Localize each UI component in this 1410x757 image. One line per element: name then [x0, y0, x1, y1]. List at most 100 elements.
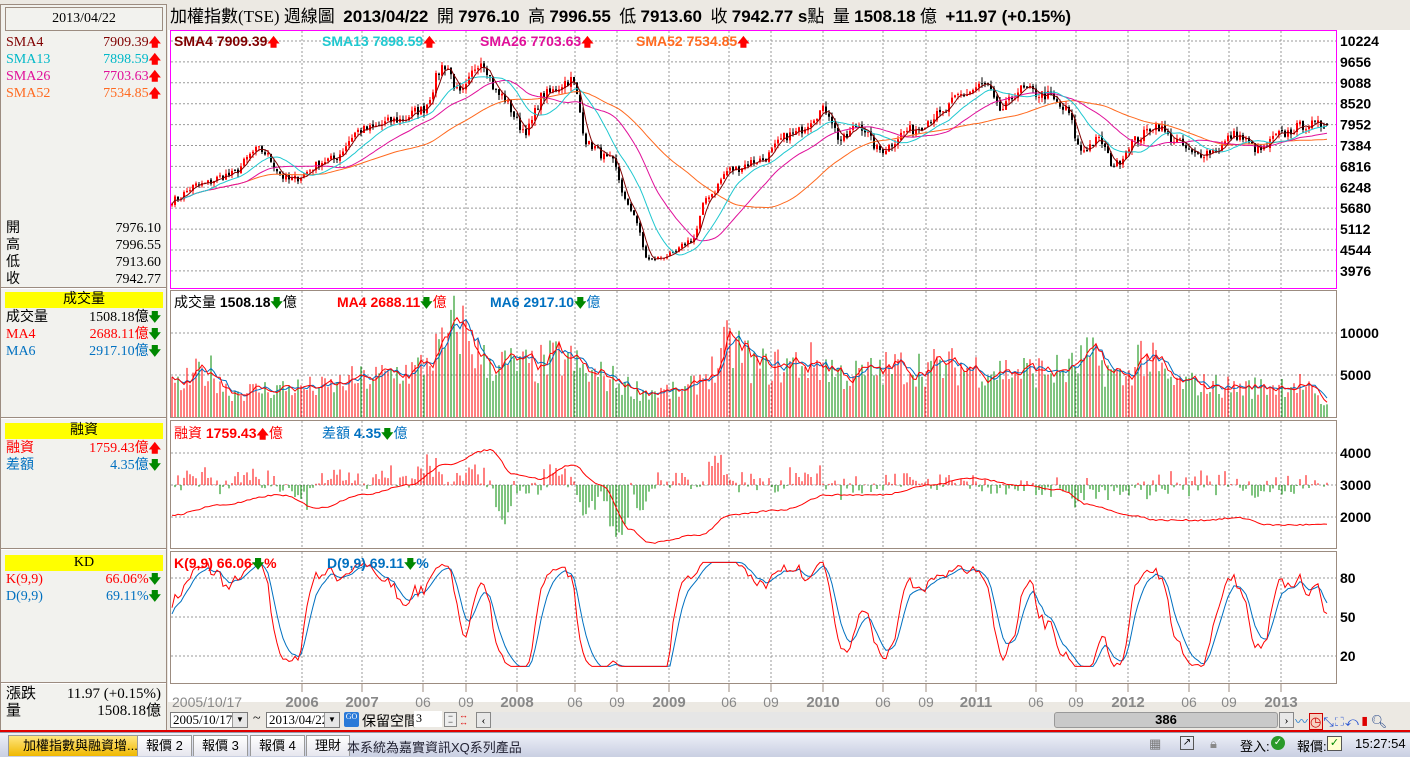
- ohlc-row: 收 7942.77: [5, 271, 163, 288]
- candle-body: [480, 63, 482, 68]
- candle-body: [1311, 120, 1313, 129]
- tab-quote-2[interactable]: 報價 2: [137, 735, 192, 756]
- scroll-left-button[interactable]: ‹: [476, 712, 491, 728]
- legend-diff-value: 4.35: [353, 425, 382, 441]
- candle-body: [363, 125, 365, 133]
- undo-icon[interactable]: ↶: [1344, 714, 1360, 729]
- candle-body: [390, 116, 392, 123]
- kd-header: KD: [5, 555, 163, 571]
- chevron-down-icon[interactable]: ▼: [324, 713, 339, 727]
- end-date-select[interactable]: 2013/04/22 ▼: [266, 712, 340, 728]
- candle-body: [801, 126, 803, 134]
- candle: [1068, 105, 1070, 116]
- candle-body: [465, 83, 467, 90]
- tab-finance[interactable]: 理財: [306, 735, 351, 756]
- price-axis-label: 7952: [1340, 117, 1371, 133]
- candle-body: [978, 83, 980, 88]
- scroll-thumb[interactable]: 386: [1054, 712, 1278, 728]
- candle-body: [1308, 127, 1310, 129]
- go-hand-icon[interactable]: GO: [344, 712, 359, 727]
- zoom-icon[interactable]: 🔍︎: [1370, 714, 1389, 729]
- candle-body: [645, 246, 647, 258]
- login-ok-icon[interactable]: ✓: [1271, 736, 1285, 750]
- x-tick-label: 09: [609, 694, 625, 710]
- end-date-value: 2013/04/22: [269, 712, 329, 727]
- candle-body: [561, 87, 563, 90]
- candle-body: [273, 162, 275, 169]
- candle: [498, 89, 500, 100]
- candle: [333, 152, 335, 163]
- tab-index-margin[interactable]: 加權指數與融資增...: [8, 735, 147, 756]
- sma-value-text: 7909.39: [103, 35, 149, 50]
- start-date-select[interactable]: 2005/10/17 ▼: [170, 712, 248, 728]
- expand-width-icon[interactable]: ↔ ↔: [459, 710, 468, 727]
- chart-area[interactable]: 2005/10/17 2006 2007 06 09 2008 06 09 2009 06 09 20…: [0, 0, 1410, 710]
- candle-body: [726, 171, 728, 176]
- candle-body: [639, 222, 641, 233]
- candle: [1296, 120, 1298, 136]
- candle-body: [333, 155, 335, 159]
- candle: [1038, 94, 1040, 103]
- candle: [888, 143, 890, 153]
- chart-type-icon[interactable]: 〰: [1295, 714, 1310, 729]
- tab-quote-4[interactable]: 報價 4: [250, 735, 305, 756]
- status-message: 本系統為嘉實資訊XQ系列產品: [347, 740, 522, 755]
- candle-body: [588, 140, 590, 145]
- x-tick-label: 2010: [806, 694, 839, 710]
- candle: [645, 244, 647, 259]
- login-label: 登入:: [1240, 739, 1270, 754]
- candle: [639, 220, 641, 236]
- candle: [468, 72, 470, 85]
- candle-body: [1080, 145, 1082, 151]
- scroll-right-button[interactable]: ›: [1279, 712, 1294, 728]
- candle-body: [579, 94, 581, 113]
- candle-body: [1212, 149, 1214, 153]
- reserve-input[interactable]: 3: [414, 711, 442, 727]
- candle: [1287, 127, 1289, 142]
- candle: [690, 238, 692, 243]
- candle-body: [537, 108, 539, 110]
- candle-body: [219, 175, 221, 177]
- candle-body: [468, 76, 470, 84]
- vol-label: 量: [6, 703, 22, 719]
- x-tick-label: 06: [721, 694, 737, 710]
- change-value: 11.97 (+0.15%): [66, 686, 161, 702]
- candle-body: [1227, 135, 1229, 142]
- candle-body: [1323, 127, 1325, 129]
- up-arrow-icon: 🡅: [581, 35, 594, 49]
- high-label: 高: [528, 7, 546, 26]
- candle: [477, 65, 479, 75]
- expand-icon[interactable]: ⛶: [1334, 714, 1345, 729]
- candle-body: [654, 258, 656, 261]
- popout-icon[interactable]: ↗: [1180, 736, 1194, 750]
- candle-body: [354, 132, 356, 138]
- candle-body: [621, 179, 623, 193]
- tab-bar: 加權指數與融資增... 報價 2 報價 3 報價 4 理財 本系統為嘉實資訊XQ…: [0, 732, 1410, 757]
- lock-icon[interactable]: 🔒︎: [1210, 736, 1217, 751]
- high-value: 7996.55: [549, 7, 611, 26]
- candle-body: [210, 179, 212, 184]
- candle: [255, 145, 257, 156]
- quote-ok-icon[interactable]: ✓: [1327, 736, 1342, 751]
- shrink-icon[interactable]: ⤡: [1323, 714, 1335, 729]
- scroll-track[interactable]: [491, 712, 1054, 728]
- legend-margin-label: 融資: [174, 427, 202, 442]
- candle-body: [489, 75, 491, 77]
- candle: [750, 156, 752, 168]
- chevron-down-icon[interactable]: ▼: [232, 713, 247, 727]
- price-axis-label: 4544: [1340, 242, 1371, 258]
- sma-row: SMA4 7909.39🡅: [5, 34, 163, 51]
- candle-body: [777, 139, 779, 144]
- candle: [246, 154, 248, 164]
- candle: [489, 74, 491, 82]
- indicator-icon[interactable]: ▮: [1359, 714, 1371, 729]
- reserve-spinner[interactable]: − −: [444, 712, 457, 727]
- tab-quote-3[interactable]: 報價 3: [193, 735, 248, 756]
- candle-body: [432, 92, 434, 100]
- up-arrow-icon: 🡅: [256, 427, 269, 441]
- clock-icon[interactable]: ◷: [1309, 713, 1324, 730]
- ohlc-value-text: 7976.10: [115, 221, 162, 236]
- candle: [1080, 141, 1082, 155]
- calendar-icon[interactable]: ▦: [1149, 736, 1162, 751]
- candle-body: [1248, 137, 1250, 143]
